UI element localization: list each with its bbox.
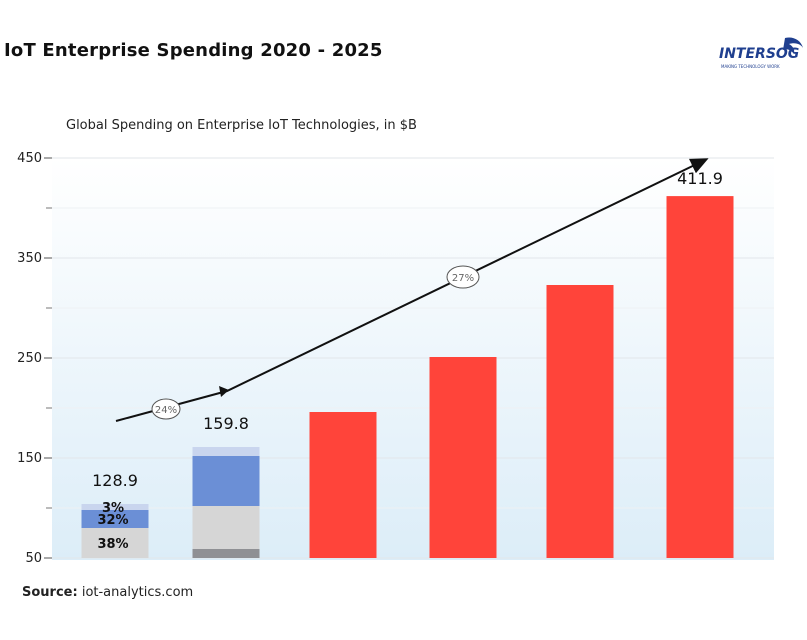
y-tick-label-250: 250 bbox=[17, 351, 42, 366]
segment-label-2020-2: 3% bbox=[102, 501, 124, 516]
growth-annotation-1: 24% bbox=[151, 398, 181, 420]
chart-subtitle: Global Spending on Enterprise IoT Techno… bbox=[66, 118, 417, 133]
segment-label-2020-0: 38% bbox=[97, 537, 128, 552]
y-tick-label-350: 350 bbox=[17, 251, 42, 266]
segment-label-2020-1: 32% bbox=[97, 513, 128, 528]
bar-2021-segment-1 bbox=[192, 506, 260, 549]
plot-background bbox=[52, 158, 774, 560]
growth-badge-2-text: 27% bbox=[452, 273, 474, 284]
value-label-2020: 128.9 bbox=[92, 471, 138, 490]
value-label-2025: 411.9 bbox=[677, 169, 723, 188]
source-label: Source: bbox=[22, 585, 78, 600]
growth-arrow: 24% 27% bbox=[115, 158, 709, 422]
bar-2025 bbox=[666, 196, 734, 558]
bar-2021-segment-3 bbox=[192, 447, 260, 456]
logo-tagline: MAKING TECHNOLOGY WORK bbox=[721, 64, 780, 69]
y-tick-label-150: 150 bbox=[17, 451, 42, 466]
value-label-2021: 159.8 bbox=[203, 414, 249, 433]
growth-badge-1 bbox=[151, 398, 181, 420]
bar-2022 bbox=[309, 412, 377, 558]
y-tick-label-450: 450 bbox=[17, 151, 42, 166]
intersog-logo: INTERSOG MAKING TECHNOLOGY WORK bbox=[719, 37, 803, 69]
chart: 50 150 250 350 450 38% 32%3% 128.9 159.8 411.9 2… bbox=[17, 151, 774, 566]
bar-2023 bbox=[429, 357, 497, 558]
source-value: iot-analytics.com bbox=[81, 585, 194, 600]
y-axis: 50 150 250 350 450 bbox=[17, 151, 52, 566]
source-note: Source: iot-analytics.com bbox=[22, 585, 193, 600]
growth-annotation-2: 27% bbox=[446, 265, 480, 289]
logo-swoosh-icon bbox=[783, 37, 803, 54]
bar-2020-segment-1 bbox=[81, 510, 149, 528]
growth-badge-2 bbox=[446, 265, 480, 289]
bar-2021-segment-2 bbox=[192, 456, 260, 506]
value-labels: 38% 32%3% 128.9 159.8 411.9 bbox=[92, 169, 723, 552]
y-tick-label-50: 50 bbox=[25, 551, 42, 566]
bar-2021-segment-0 bbox=[192, 549, 260, 558]
page-title: IoT Enterprise Spending 2020 - 2025 bbox=[4, 40, 383, 61]
bars bbox=[81, 196, 734, 558]
bar-2020-segment-0 bbox=[81, 528, 149, 558]
logo-text: INTERSOG bbox=[719, 46, 799, 62]
growth-mid-arrow-icon bbox=[219, 386, 229, 397]
growth-badge-1-text: 24% bbox=[155, 405, 177, 416]
bar-2024 bbox=[546, 285, 614, 558]
bar-2020-segment-2 bbox=[81, 504, 149, 510]
